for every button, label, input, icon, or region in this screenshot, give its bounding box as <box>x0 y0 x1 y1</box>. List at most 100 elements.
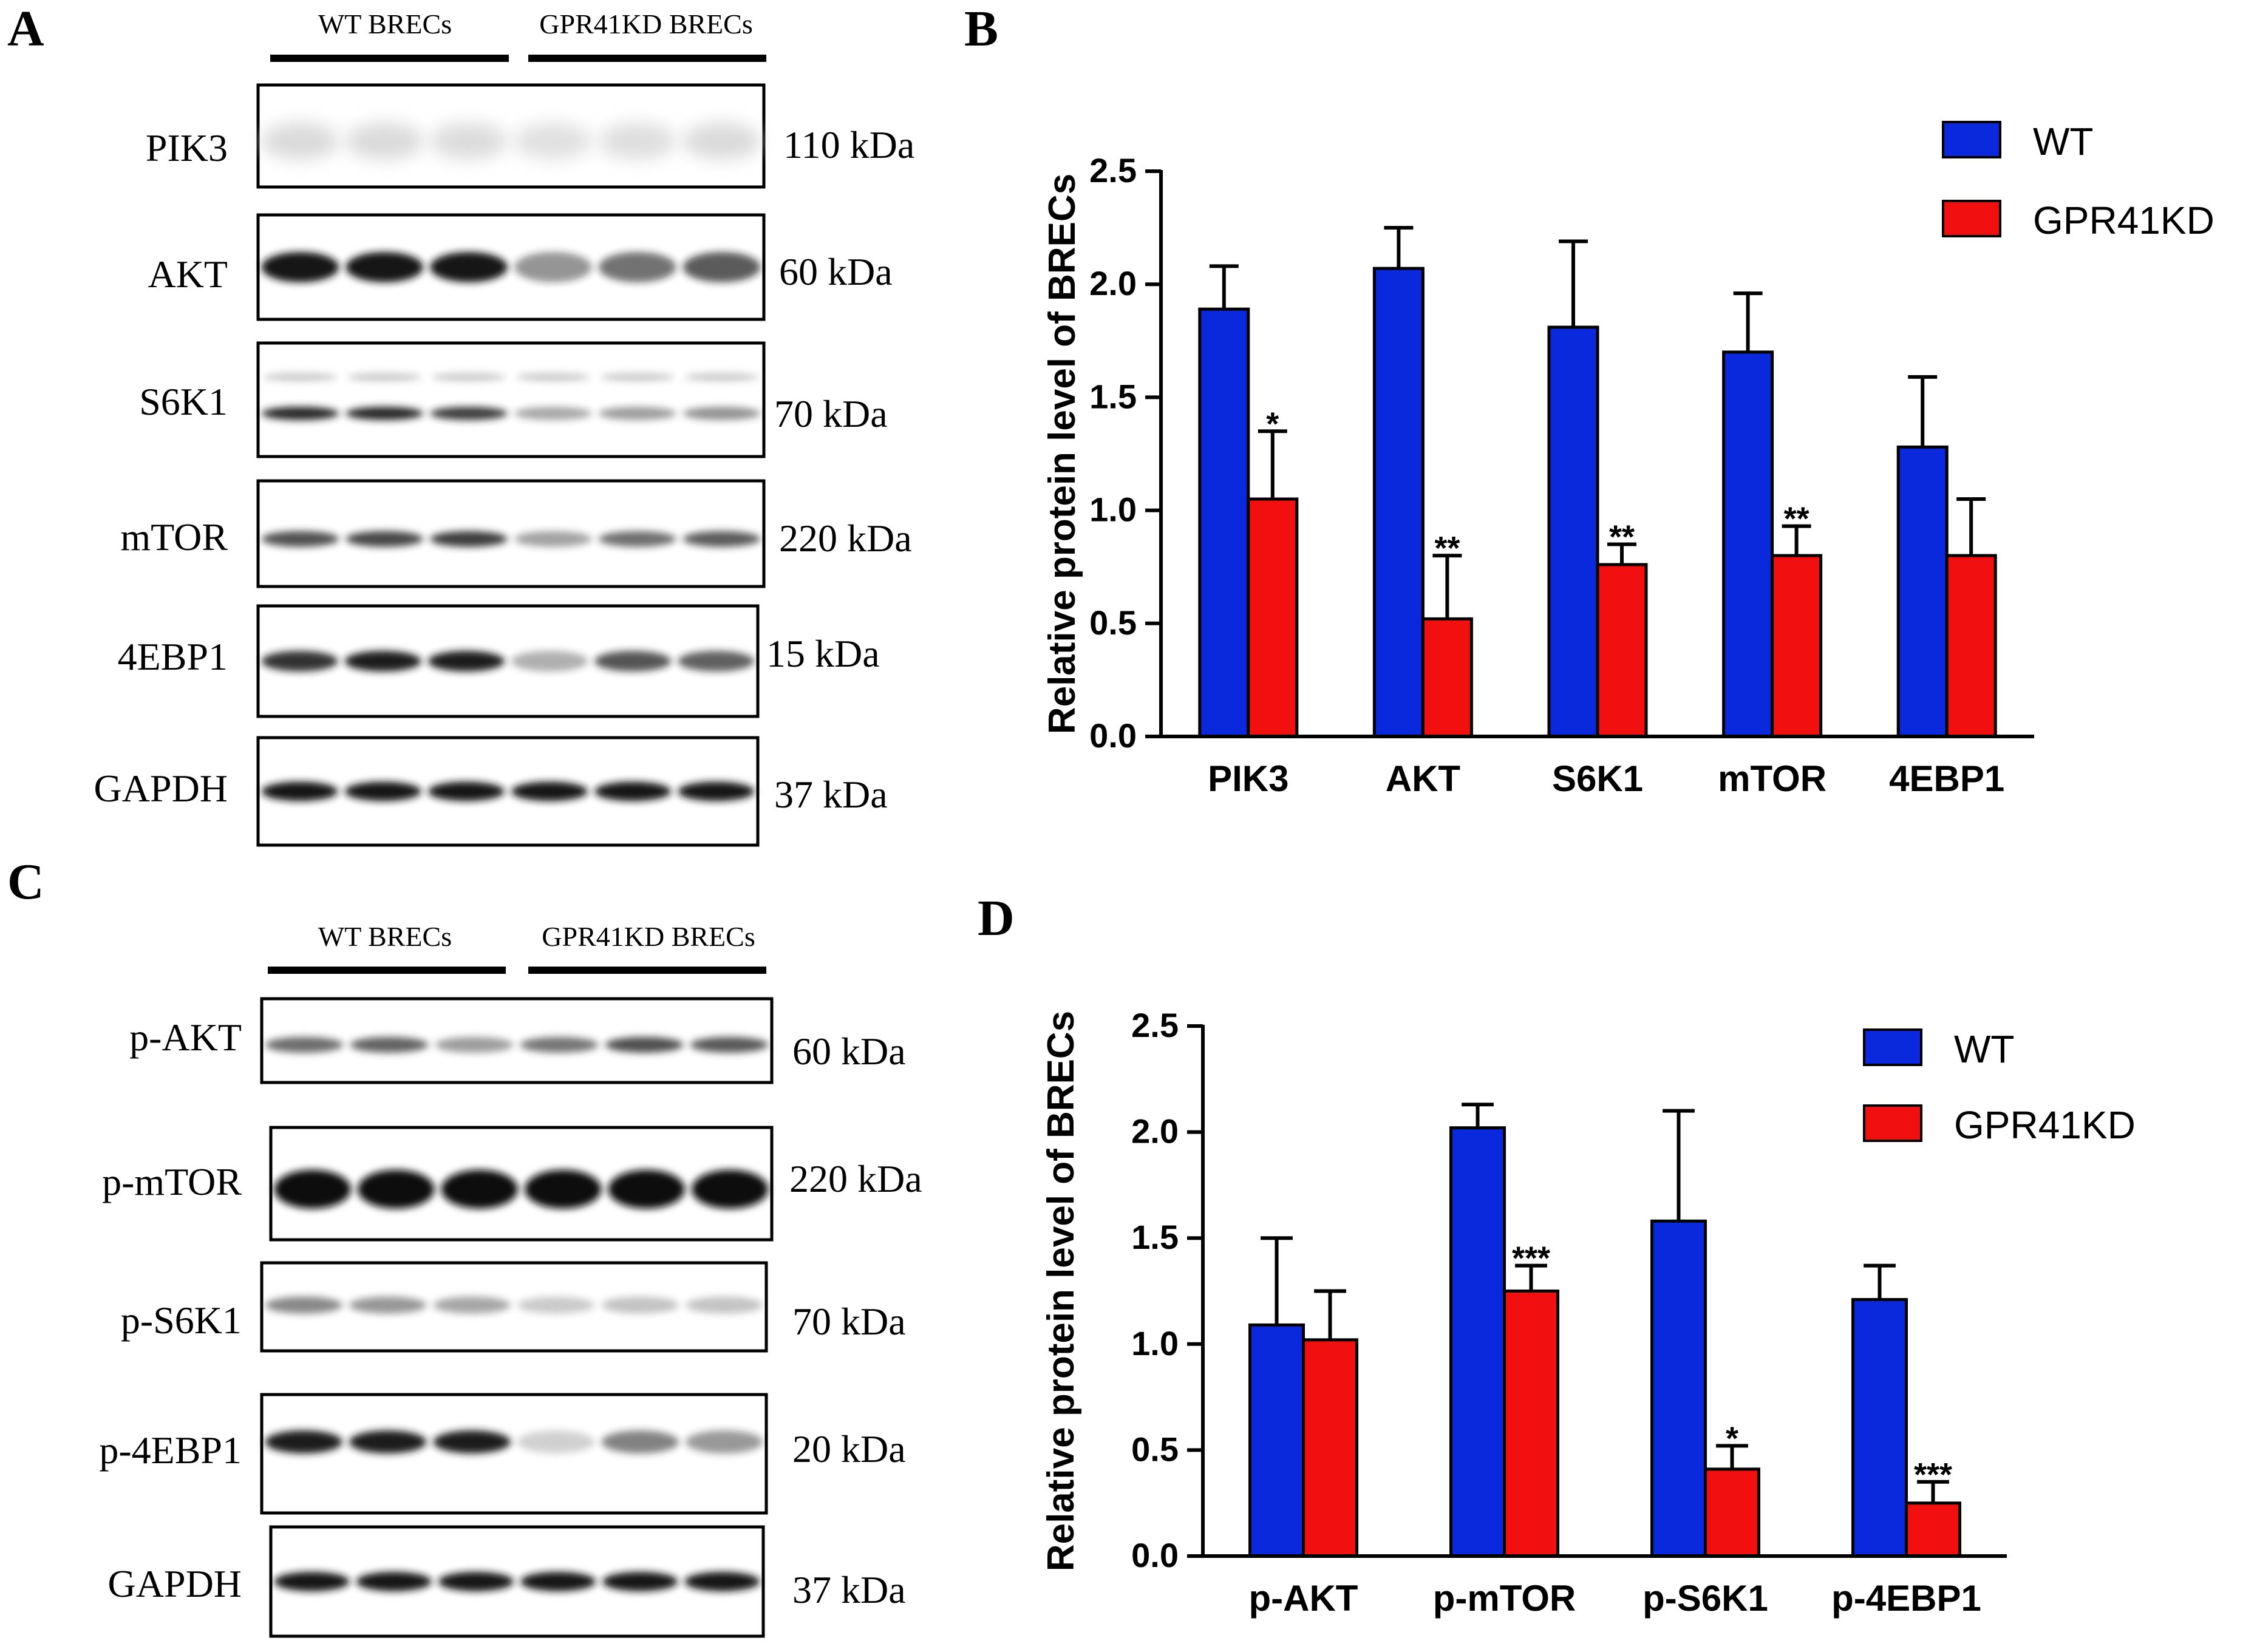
blot-band <box>265 1036 344 1053</box>
blot-band <box>517 1296 595 1314</box>
blot-frame <box>260 1393 768 1515</box>
blot-gapdh: GAPDH 37 kDa <box>108 1525 906 1638</box>
blot-kda: 15 kDa <box>766 632 880 675</box>
blot-band <box>427 651 505 671</box>
blot-band <box>598 123 676 160</box>
blot-kda: 60 kDa <box>792 1030 906 1073</box>
blot-label: p-AKT <box>129 1016 242 1059</box>
legend-swatch-wt <box>1942 121 2001 158</box>
blot-band <box>430 252 508 282</box>
legend-swatch-gpr41kd <box>1863 1104 1922 1142</box>
y-tick-label: 1.5 <box>1131 1218 1179 1256</box>
blot-label: p-S6K1 <box>121 1299 242 1342</box>
bar-wt-p-s6k1 <box>1650 1219 1707 1558</box>
blot-band-faint <box>684 373 759 382</box>
blot-band <box>601 1296 679 1314</box>
blot-band <box>261 651 338 671</box>
panel-c-group-wt: WT BRECs <box>318 921 452 952</box>
panel-letter-a: A <box>7 1 44 57</box>
blot-band <box>683 531 761 547</box>
blot-band <box>350 1036 429 1053</box>
blot-band <box>265 1430 342 1453</box>
y-tick-label: 1.0 <box>1089 491 1137 529</box>
y-tick-label: 2.5 <box>1089 151 1137 189</box>
blot-band <box>514 252 592 282</box>
blot-band <box>684 1572 760 1591</box>
blot-band <box>692 1169 769 1209</box>
x-tick-label: 4EBP1 <box>1889 758 2004 799</box>
bar-wt-p-4ebp1 <box>1851 1297 1908 1558</box>
blot-band <box>602 1572 678 1591</box>
bar-gpr41kd-p-mtor <box>1503 1290 1559 1558</box>
bar-wt-s6k1 <box>1547 325 1599 738</box>
bar-gpr41kd-p-s6k1 <box>1704 1467 1760 1558</box>
blot-band <box>435 1036 514 1053</box>
significance-mark: ** <box>1609 518 1635 555</box>
blot-band <box>601 1430 679 1453</box>
legend-swatch-wt <box>1863 1028 1922 1066</box>
blot-band <box>438 1572 514 1591</box>
blot-band <box>261 531 339 547</box>
blot-band <box>598 252 676 282</box>
legend-label-wt: WT <box>1954 1027 2015 1071</box>
blot-label: GAPDH <box>108 1562 242 1605</box>
bar-gpr41kd-mtor <box>1771 554 1823 738</box>
blot-frame <box>256 604 760 718</box>
blot-band-faint <box>263 373 338 382</box>
blot-band <box>605 1036 684 1053</box>
blot-band <box>683 123 761 160</box>
blot-band <box>427 781 505 801</box>
blot-band <box>608 1169 685 1209</box>
blot-frame <box>260 1261 768 1353</box>
blot-band <box>430 123 508 160</box>
blot-band <box>430 531 508 547</box>
bar-gpr41kd-4ebp1 <box>1945 554 1997 738</box>
bar-wt-pik3 <box>1198 307 1250 738</box>
blot-band <box>514 531 592 547</box>
blot-band <box>265 1296 342 1314</box>
blot-kda: 70 kDa <box>774 392 888 435</box>
panel-letter-d: D <box>978 890 1015 947</box>
bar-wt-4ebp1 <box>1896 445 1949 738</box>
bar-gpr41kd-p-akt <box>1302 1338 1358 1558</box>
blot-band <box>356 1572 432 1591</box>
blot-band-faint <box>600 373 675 382</box>
panel-letter-c: C <box>7 854 44 910</box>
y-tick-label: 1.0 <box>1131 1324 1179 1362</box>
x-tick-label: p-S6K1 <box>1643 1578 1768 1619</box>
blot-band <box>594 781 672 801</box>
blot-band <box>346 531 424 547</box>
blot-band <box>520 1572 596 1591</box>
bar-gpr41kd-p-4ebp1 <box>1905 1501 1961 1558</box>
blot-label: mTOR <box>120 515 228 559</box>
blot-band <box>441 1169 518 1209</box>
bar-wt-p-akt <box>1248 1323 1305 1558</box>
x-tick-label: p-mTOR <box>1433 1578 1576 1619</box>
blot-band <box>690 1036 769 1053</box>
panel-a-blots: PIK3 110 kDa AKT 60 kDa S6K1 70 kDa mTOR 220 kD… <box>94 83 914 847</box>
y-axis-label: Relative protein level of BRECs <box>1041 174 1083 734</box>
blot-p-mtor: p-mTOR 220 kDa <box>102 1126 922 1242</box>
blot-frame <box>256 341 766 458</box>
blot-band <box>346 406 424 420</box>
blot-band-faint <box>431 373 506 382</box>
legend-label-wt: WT <box>2033 120 2094 163</box>
x-tick-label: S6K1 <box>1552 758 1643 799</box>
bar-wt-mtor <box>1722 350 1774 738</box>
panel-a-group-wt: WT BRECs <box>318 8 452 39</box>
x-tick-label: mTOR <box>1718 758 1826 799</box>
blot-band <box>514 123 592 160</box>
blot-band <box>274 1169 351 1209</box>
blot-band <box>686 1430 763 1453</box>
legend-label-gpr41kd: GPR41KD <box>1954 1103 2136 1147</box>
y-tick-label: 0.5 <box>1131 1430 1179 1468</box>
blot-band <box>683 406 761 420</box>
blot-kda: 60 kDa <box>779 250 893 293</box>
y-tick-label: 1.5 <box>1089 377 1137 415</box>
blot-frame <box>269 1126 774 1242</box>
blot-kda: 37 kDa <box>792 1568 906 1611</box>
bar-gpr41kd-pik3 <box>1247 497 1299 738</box>
blot-band-faint <box>516 373 591 382</box>
y-tick-label: 2.0 <box>1089 264 1137 302</box>
